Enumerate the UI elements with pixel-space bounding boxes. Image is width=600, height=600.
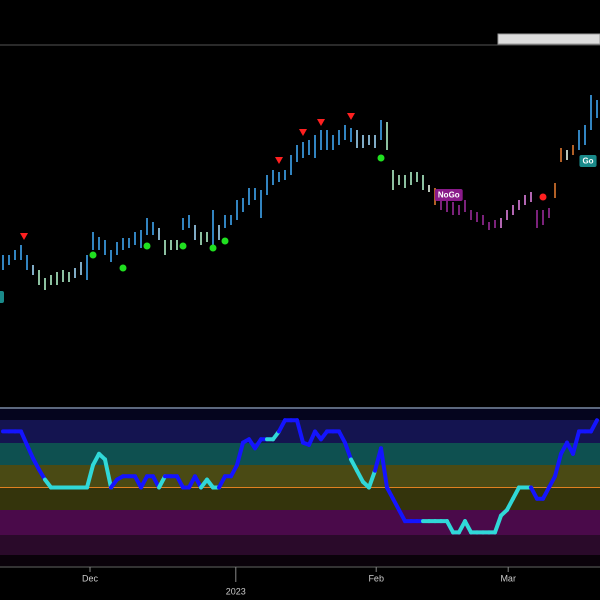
band (0, 465, 600, 488)
oscillator-segment (553, 451, 563, 479)
band (0, 409, 600, 420)
oscillator-segment (547, 474, 557, 490)
signal-dot (89, 251, 97, 259)
oscillator-segment (493, 513, 503, 535)
oscillator-segment (25, 442, 35, 461)
oscillator-segment (505, 496, 515, 512)
oscillator-segment (367, 468, 377, 490)
x-year-label: 2023 (226, 586, 246, 596)
oscillator-segment (571, 429, 581, 456)
label-box (434, 189, 463, 201)
band (0, 555, 600, 566)
oscillator-segment (103, 457, 113, 490)
oscillator-segment (343, 440, 353, 462)
oscillator-segment (31, 456, 41, 472)
oscillator-segment (463, 519, 473, 535)
label-text: Go (582, 157, 593, 166)
signal-dot (209, 244, 217, 252)
oscillator-segment (85, 463, 95, 490)
oscillator-segment (541, 485, 551, 501)
oscillator-segment (217, 474, 227, 490)
cut-off-label (0, 291, 4, 303)
oscillator-segment (589, 418, 599, 434)
signal-triangle (317, 119, 325, 126)
oscillator-segment (295, 418, 305, 445)
oscillator-segment (277, 418, 287, 434)
oscillator-segment (391, 496, 401, 512)
oscillator-segment (235, 440, 245, 468)
x-tick-label: Mar (500, 573, 516, 583)
oscillator-segment (337, 429, 347, 445)
band (0, 510, 600, 535)
band (0, 488, 600, 510)
signal-triangle (347, 113, 355, 120)
signal-dot (143, 242, 151, 250)
oscillator-segment (445, 519, 455, 535)
signal-triangle (299, 129, 307, 136)
scroll-bar[interactable] (497, 33, 600, 45)
oscillator-segment (385, 485, 395, 501)
oscillator-segment (175, 474, 185, 490)
signal-dot (539, 193, 547, 201)
oscillator-segment (511, 485, 521, 501)
oscillator-segment (349, 457, 359, 473)
oscillator-segment (91, 451, 101, 468)
signal-dot (377, 154, 385, 162)
oscillator-segment (19, 429, 29, 447)
oscillator-segment (157, 474, 167, 490)
label-box (579, 155, 597, 167)
oscillator-segment (355, 468, 365, 484)
label-text: NoGo (438, 191, 460, 200)
x-tick-label: Feb (368, 573, 384, 583)
oscillator-segment (397, 507, 407, 524)
oscillator-segment (229, 463, 239, 479)
band (0, 443, 600, 465)
signal-dot (119, 264, 127, 272)
signal-dot (221, 237, 229, 245)
band (0, 535, 600, 555)
oscillator-segment (379, 446, 389, 490)
signal-dot (179, 242, 187, 250)
oscillator-segment (139, 474, 149, 490)
signal-triangle (20, 233, 28, 240)
oscillator-segment (529, 485, 539, 501)
oscillator-segment (307, 429, 317, 447)
x-tick-label: Dec (82, 573, 99, 583)
signal-triangle (275, 157, 283, 164)
